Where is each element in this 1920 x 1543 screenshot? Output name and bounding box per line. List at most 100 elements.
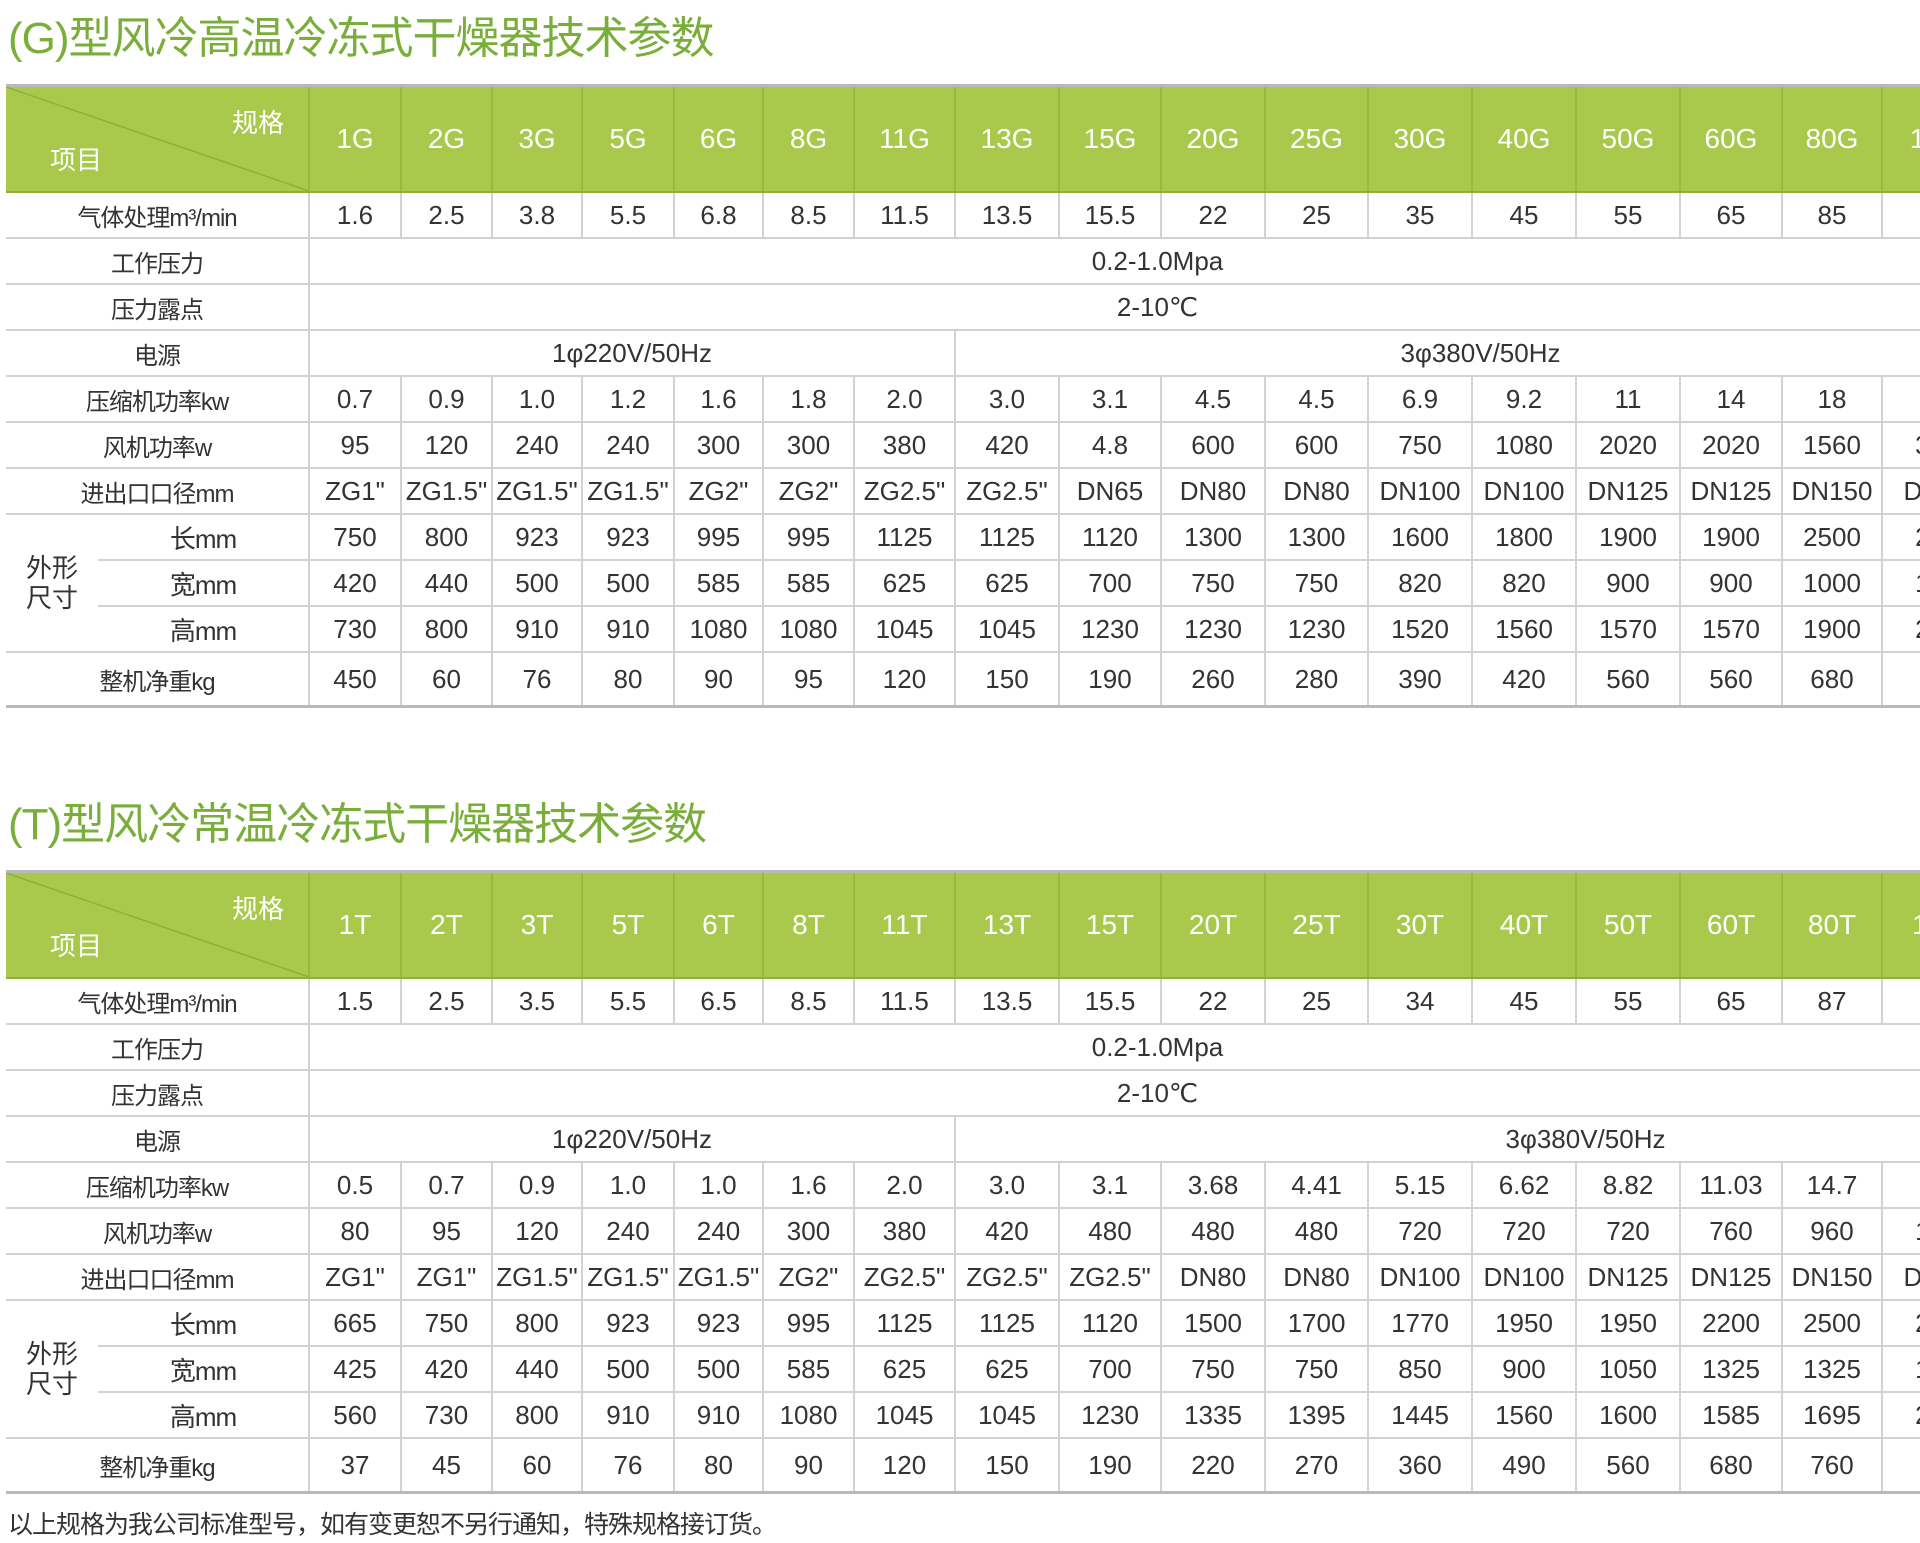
port-size-value: DN125 xyxy=(1679,1254,1782,1301)
fan-power-value: 760 xyxy=(1679,1208,1782,1255)
model-header-cell: 80G xyxy=(1781,85,1882,193)
net-weight-label: 整机净重kg xyxy=(6,1438,309,1494)
net-weight-value: 560 xyxy=(1575,652,1680,708)
dimension-height-value: 1335 xyxy=(1160,1392,1265,1439)
port-size-value: ZG2.5" xyxy=(853,468,955,515)
net-weight-value: 120 xyxy=(853,1438,955,1494)
fan-power-value: 300 xyxy=(673,422,763,469)
net-weight-value: 150 xyxy=(954,652,1059,708)
port-size-value: DN150 xyxy=(1781,468,1882,515)
net-weight-value: 37 xyxy=(308,1438,401,1494)
pressure-dewpoint-label: 压力露点 xyxy=(6,284,309,331)
port-size-value: DN65 xyxy=(1058,468,1161,515)
model-header-cell: 13T xyxy=(954,871,1059,979)
air-flow-value: 87 xyxy=(1781,978,1882,1025)
air-flow-label: 气体处理m³/min xyxy=(6,192,309,239)
dimension-height-value: 800 xyxy=(400,606,492,653)
net-weight-value: 760 xyxy=(1781,1438,1882,1494)
compressor-power-value: 14 xyxy=(1679,376,1782,423)
model-header-cell: 30T xyxy=(1367,871,1472,979)
pressure-dewpoint-row: 压力露点 2-10℃ xyxy=(6,284,1920,331)
dimension-length-value: 2500 xyxy=(1781,1300,1882,1347)
air-flow-value: 8.5 xyxy=(762,978,854,1025)
corner-header-cell: 规格项目 xyxy=(6,85,309,193)
power-supply-label: 电源 xyxy=(6,1116,309,1163)
compressor-power-value: 18.4 xyxy=(1881,1162,1920,1209)
net-weight-value: 80 xyxy=(673,1438,763,1494)
dimension-height-value: 800 xyxy=(491,1392,582,1439)
dimension-width-value: 585 xyxy=(762,1346,854,1393)
net-weight-value: 260 xyxy=(1160,652,1265,708)
spec-label: 规格 xyxy=(231,108,284,138)
dimension-length-value: 923 xyxy=(581,514,674,561)
dimension-width-value: 700 xyxy=(1058,1346,1161,1393)
fan-power-value: 1080 xyxy=(1471,422,1576,469)
net-weight-value: 190 xyxy=(1058,1438,1161,1494)
spec-label: 规格 xyxy=(231,894,284,924)
dimension-height-value: 1230 xyxy=(1058,606,1161,653)
dimension-height-value: 1230 xyxy=(1160,606,1265,653)
dimension-height-value: 1600 xyxy=(1575,1392,1680,1439)
fan-power-value: 480 xyxy=(1264,1208,1368,1255)
compressor-power-value: 20 xyxy=(1881,376,1920,423)
port-size-value: DN100 xyxy=(1367,1254,1472,1301)
dimension-length-value: 1300 xyxy=(1160,514,1265,561)
compressor-power-value: 0.7 xyxy=(308,376,401,423)
dimension-width-value: 420 xyxy=(308,560,401,607)
compressor-power-row: 压缩机功率kw 0.5 0.7 0.9 1.0 1.0 1.6 2.0 3.0 3.1 3.68 4.… xyxy=(6,1162,1920,1209)
model-header-cell: 40T xyxy=(1471,871,1576,979)
dimension-width-value: 700 xyxy=(1058,560,1161,607)
model-header-cell: 100T xyxy=(1881,871,1920,979)
dimension-height-value: 1570 xyxy=(1679,606,1782,653)
net-weight-value: 76 xyxy=(581,1438,674,1494)
model-header-cell: 50T xyxy=(1575,871,1680,979)
dimension-width-value: 1000 xyxy=(1881,560,1920,607)
dimension-length-value: 1950 xyxy=(1575,1300,1680,1347)
net-weight-value: 680 xyxy=(1781,652,1882,708)
port-size-value: ZG1" xyxy=(308,1254,401,1301)
item-label: 项目 xyxy=(50,145,103,175)
dimension-height-value: 1080 xyxy=(673,606,763,653)
port-size-value: ZG1" xyxy=(308,468,401,515)
dimension-height-label: 高mm xyxy=(98,1392,309,1439)
air-flow-row: 气体处理m³/min 1.5 2.5 3.5 5.5 6.5 8.5 11.5 13.5 15.5… xyxy=(6,978,1920,1025)
port-size-row: 进出口口径mm ZG1" ZG1" ZG1.5" ZG1.5" ZG1.5" ZG2" ZG2… xyxy=(6,1254,1920,1301)
dimension-length-label: 长mm xyxy=(98,1300,309,1347)
dimension-width-value: 750 xyxy=(1264,560,1368,607)
dimension-width-value: 585 xyxy=(673,560,763,607)
dimension-height-value: 730 xyxy=(400,1392,492,1439)
net-weight-value: 560 xyxy=(1679,652,1782,708)
net-weight-value: 280 xyxy=(1264,652,1368,708)
air-flow-value: 45 xyxy=(1471,978,1576,1025)
dimension-width-value: 625 xyxy=(954,1346,1059,1393)
fan-power-value: 240 xyxy=(581,422,674,469)
dimension-width-value: 500 xyxy=(673,1346,763,1393)
compressor-power-value: 1.0 xyxy=(673,1162,763,1209)
air-flow-value: 110 xyxy=(1881,192,1920,239)
dimension-length-label: 长mm xyxy=(98,514,309,561)
dimension-length-value: 923 xyxy=(673,1300,763,1347)
compressor-power-value: 0.9 xyxy=(400,376,492,423)
dimension-width-value: 1600 xyxy=(1881,1346,1920,1393)
port-size-value: ZG2" xyxy=(762,468,854,515)
dimension-height-value: 1045 xyxy=(853,606,955,653)
fan-power-value: 240 xyxy=(581,1208,674,1255)
dimension-height-row: 高mm 560 730 800 910 910 1080 1045 1045 1230 1335 13… xyxy=(6,1392,1920,1439)
model-header-cell: 100G xyxy=(1881,85,1920,193)
fan-power-value: 120 xyxy=(491,1208,582,1255)
dimension-length-value: 1900 xyxy=(1575,514,1680,561)
fan-power-value: 420 xyxy=(954,1208,1059,1255)
compressor-power-value: 1.2 xyxy=(581,376,674,423)
dimension-length-value: 1900 xyxy=(1679,514,1782,561)
dimension-height-value: 1230 xyxy=(1264,606,1368,653)
compressor-power-label: 压缩机功率kw xyxy=(6,1162,309,1209)
dimension-width-value: 820 xyxy=(1367,560,1472,607)
model-header-cell: 11G xyxy=(853,85,955,193)
dimension-length-value: 1600 xyxy=(1367,514,1472,561)
fan-power-label: 风机功率w xyxy=(6,1208,309,1255)
fan-power-value: 120 xyxy=(400,422,492,469)
dimension-length-value: 923 xyxy=(581,1300,674,1347)
compressor-power-value: 11.03 xyxy=(1679,1162,1782,1209)
air-flow-value: 25 xyxy=(1264,978,1368,1025)
dimension-width-value: 850 xyxy=(1367,1346,1472,1393)
